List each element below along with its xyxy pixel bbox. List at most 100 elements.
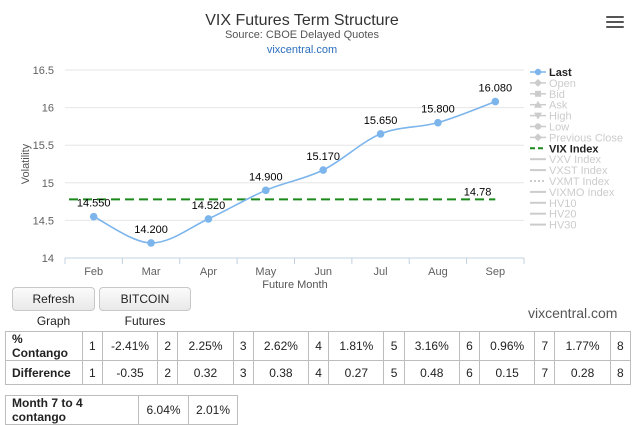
refresh-graph-button[interactable]: Refresh Graph <box>12 287 95 328</box>
contango-value-cell: 1.77% <box>554 331 611 361</box>
legend-item[interactable]: VXST Index <box>530 165 608 177</box>
x-tick-label: Sep <box>486 266 506 278</box>
legend-item[interactable]: Last <box>530 67 572 79</box>
contango-value-cell: 0.27 <box>328 360 385 385</box>
legend-triangle-icon <box>534 100 542 108</box>
y-tick-label: 16.5 <box>33 65 54 77</box>
last-data-label: 14.550 <box>77 198 111 210</box>
last-data-label: 14.520 <box>192 200 226 212</box>
legend-label: High <box>549 111 572 123</box>
month-index-cell: 2 <box>157 331 179 361</box>
legend-label: Ask <box>549 100 568 112</box>
legend-square-icon <box>535 90 541 97</box>
last-data-point <box>204 215 213 223</box>
last-data-label: 14.200 <box>134 224 168 236</box>
last-data-label: 15.650 <box>364 115 398 127</box>
legend-item[interactable]: Previous Close <box>530 132 623 144</box>
chart-source-link[interactable]: vixcentral.com <box>267 44 337 56</box>
chart-subtitle: Source: CBOE Delayed Quotes <box>225 29 380 41</box>
y-axis-title: Volatility <box>20 143 32 184</box>
contango-value-cell: -0.35 <box>101 360 159 385</box>
contango-value-cell: 3.16% <box>403 331 460 361</box>
axes: 14 14.5 15 15.5 16 16.5 Feb Mar Apr May Jun Jul Aug S… <box>33 65 525 278</box>
legend-label: VXMT Index <box>549 176 610 188</box>
month-index-cell: 1 <box>81 360 103 385</box>
contango-value-cell: 0.15 <box>479 360 536 385</box>
contango-value-cell: 2.62% <box>252 331 310 361</box>
contango-value-cell: 2.25% <box>177 331 234 361</box>
month-index-cell: 6 <box>458 360 481 385</box>
x-tick-label: Aug <box>428 266 448 278</box>
last-data-point <box>491 97 500 106</box>
legend-diamond-icon <box>534 133 542 142</box>
month-index-cell: 5 <box>383 331 405 361</box>
month-index-cell: 3 <box>232 360 254 385</box>
y-tick-label: 14.5 <box>33 215 54 227</box>
legend-item[interactable]: VIX Index <box>530 143 599 155</box>
contango-value-cell: -2.41% <box>101 331 159 361</box>
legend-item[interactable]: VXMT Index <box>530 176 610 188</box>
month-index-cell: 7 <box>534 360 556 385</box>
contango-value-cell: 0.38 <box>252 360 310 385</box>
last-data-label: 14.900 <box>249 171 283 183</box>
row-label: % Contango <box>5 331 83 361</box>
month-index-cell: 3 <box>232 331 254 361</box>
legend-label: VIX Index <box>549 143 599 155</box>
x-tick-label: Apr <box>200 266 217 278</box>
last-data-label: 15.800 <box>421 104 455 116</box>
contango-value-cell: 0.96% <box>479 331 536 361</box>
legend-item[interactable]: Bid <box>530 89 565 101</box>
month-contango-row: Month 7 to 4 contango 6.04% 2.01% <box>4 395 238 425</box>
legend-item[interactable]: Ask <box>530 100 568 112</box>
row-label: Difference <box>5 360 83 385</box>
month-contango-label: Month 7 to 4 contango <box>4 395 140 425</box>
month-contango-value: 6.04% <box>138 395 190 425</box>
legend-item[interactable]: HV20 <box>530 209 577 221</box>
legend-item[interactable]: Open <box>530 78 576 90</box>
legend-item[interactable]: High <box>530 111 572 123</box>
last-data-label: 15.170 <box>306 151 340 163</box>
legend-diamond-icon <box>534 78 542 87</box>
legend-label: Last <box>549 67 572 79</box>
legend-label: Open <box>549 78 576 90</box>
contango-table-row: % Contango 1 -2.41% 2 2.25% 3 2.62% 4 1.81% 5 3.16… <box>5 331 632 361</box>
bitcoin-futures-button[interactable]: BITCOIN Futures <box>99 287 191 328</box>
legend-triangle-down-icon <box>534 112 542 120</box>
last-data-point <box>89 212 98 221</box>
contango-value-cell: 0.48 <box>403 360 460 385</box>
chart-menu-icon[interactable] <box>606 14 624 30</box>
month-index-cell: 5 <box>383 360 405 385</box>
month-index-cell: 1 <box>81 331 103 361</box>
contango-value-cell: 0.32 <box>177 360 234 385</box>
x-tick-label: May <box>255 266 276 278</box>
legend-item[interactable]: HV10 <box>530 198 577 210</box>
contango-table: % Contango 1 -2.41% 2 2.25% 3 2.62% 4 1.81% 5 3.16… <box>5 331 632 385</box>
month-index-cell: 2 <box>157 360 179 385</box>
chart-title: VIX Futures Term Structure <box>205 12 399 29</box>
month-index-cell: 8 <box>609 360 632 385</box>
legend-label: HV30 <box>549 220 577 232</box>
last-data-point <box>434 118 442 127</box>
last-data-point <box>147 239 155 247</box>
contango-value-cell: 1.81% <box>328 331 385 361</box>
legend-label: Previous Close <box>549 132 623 144</box>
x-tick-label: Jul <box>374 266 388 278</box>
legend-label: VXV Index <box>549 154 601 166</box>
month-contango-value: 2.01% <box>188 395 238 425</box>
last-data-point <box>376 130 385 138</box>
term-structure-chart: VIX Futures Term Structure Source: CBOE … <box>20 12 623 291</box>
legend-item[interactable]: VIXMO Index <box>530 187 615 199</box>
legend-label: VXST Index <box>549 165 608 177</box>
legend-dot-icon <box>534 123 542 130</box>
legend-item[interactable]: HV30 <box>530 220 577 232</box>
legend-label: Low <box>549 122 569 134</box>
legend-label: HV10 <box>549 198 577 210</box>
legend-item[interactable]: VXV Index <box>530 154 601 166</box>
y-tick-label: 16 <box>42 103 54 115</box>
y-tick-label: 15.5 <box>33 140 54 152</box>
legend-label: VIXMO Index <box>549 187 615 199</box>
month-index-cell: 8 <box>609 331 632 361</box>
legend-item[interactable]: Low <box>530 122 569 134</box>
watermark-text: vixcentral.com <box>528 305 618 321</box>
